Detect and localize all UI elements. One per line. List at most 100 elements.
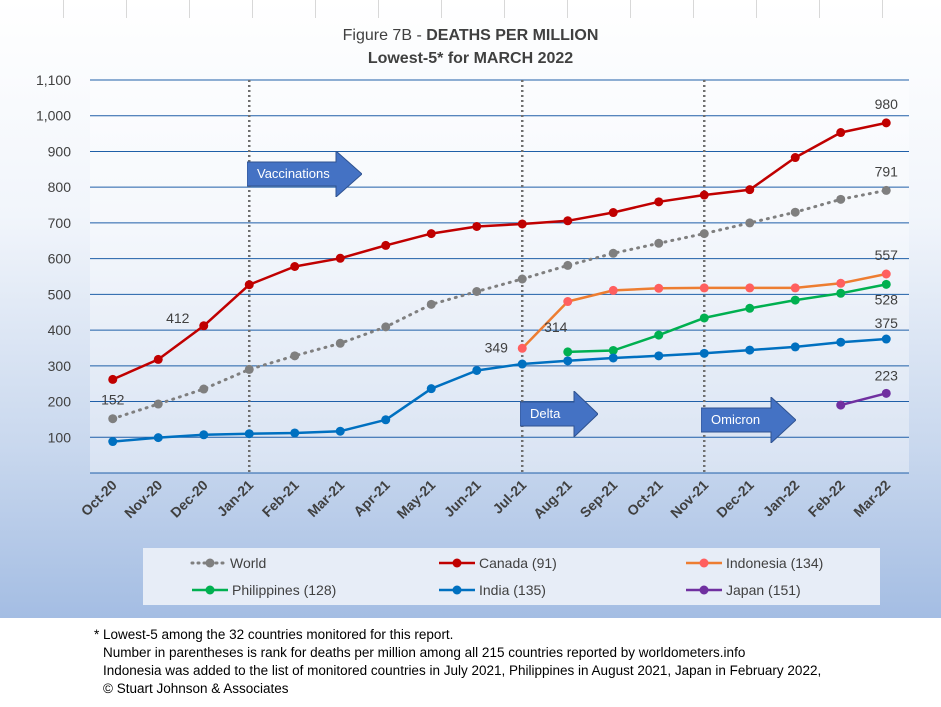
data-point (608, 248, 618, 258)
data-label: 314 (544, 319, 568, 335)
data-point (290, 428, 300, 438)
y-tick-label: 200 (48, 394, 72, 410)
y-tick-label: 100 (48, 429, 72, 445)
y-tick-label: 1,000 (36, 108, 71, 124)
data-label: 557 (875, 247, 899, 263)
y-tick-label: 800 (48, 179, 72, 195)
data-point (699, 313, 709, 323)
data-point (790, 295, 800, 305)
data-point (699, 229, 709, 239)
top-gridlines (0, 0, 941, 18)
data-point (244, 429, 254, 439)
x-tick-label: Mar-22 (850, 477, 893, 520)
data-point (745, 303, 755, 313)
y-tick-label: 600 (48, 251, 72, 267)
data-point (244, 364, 254, 374)
x-tick-label: Jan-22 (760, 477, 803, 520)
data-label: 528 (875, 291, 899, 307)
data-point (881, 269, 891, 279)
x-tick-label: Feb-22 (805, 477, 848, 520)
chart-subtitle: Lowest-5* for MARCH 2022 (367, 50, 574, 67)
data-point (563, 347, 573, 357)
chart-title: Figure 7B - DEATHS PER MILLION (0, 27, 941, 45)
arrow-vaccinations-label: Vaccinations (257, 166, 330, 181)
y-tick-label: 1,100 (36, 72, 71, 88)
data-point (108, 414, 118, 424)
x-tick-label: Dec-21 (713, 477, 757, 521)
data-point (517, 343, 527, 353)
data-point (745, 185, 755, 195)
legend-swatch-world (190, 558, 230, 568)
data-point (472, 221, 482, 231)
data-point (381, 322, 391, 332)
data-point (199, 430, 209, 440)
data-point (836, 278, 846, 288)
x-tick-label: Oct-21 (624, 477, 666, 519)
x-tick-label: Nov-21 (667, 477, 711, 521)
data-point (608, 285, 618, 295)
x-tick-label: Sep-21 (577, 477, 621, 521)
data-point (608, 208, 618, 218)
data-point (699, 190, 709, 200)
chart-legend: World Canada (91) Indonesia (134) Philip… (143, 548, 880, 605)
data-point (153, 354, 163, 364)
data-point (153, 399, 163, 409)
data-point (563, 297, 573, 307)
series-line (112, 121, 887, 381)
arrow-omicron: Omicron (701, 397, 796, 443)
footnote-line-2: Number in parentheses is rank for deaths… (103, 645, 746, 660)
series-line (112, 337, 887, 443)
arrow-vaccinations: Vaccinations (247, 151, 362, 197)
data-point (881, 388, 891, 398)
data-point (108, 437, 118, 447)
data-point (153, 433, 163, 443)
data-point (836, 194, 846, 204)
data-point (517, 274, 527, 284)
x-tick-label: Dec-20 (167, 477, 211, 521)
data-point (608, 353, 618, 363)
data-point (790, 207, 800, 217)
legend-label-indonesia: Indonesia (134) (726, 555, 824, 571)
x-tick-label: Mar-21 (304, 477, 347, 520)
data-point (290, 261, 300, 271)
data-point (381, 415, 391, 425)
data-point (654, 330, 664, 340)
data-point (881, 185, 891, 195)
x-tick-label: Oct-20 (78, 477, 120, 519)
data-point (199, 321, 209, 331)
data-point (335, 426, 345, 436)
series-line (567, 283, 887, 354)
chart-plot: 100 200 300 400 500 600 700 800 900 1,000 1,100 Oct… (36, 72, 909, 522)
data-point (699, 348, 709, 358)
arrow-delta: Delta (520, 391, 598, 437)
legend-label-japan: Japan (151) (726, 582, 801, 598)
legend-label-world: World (230, 555, 267, 571)
data-point (426, 384, 436, 394)
y-tick-label: 500 (48, 286, 72, 302)
data-point (108, 374, 118, 384)
data-point (563, 356, 573, 366)
x-tick-label: Jul-21 (489, 477, 529, 517)
data-label: 152 (101, 392, 125, 408)
data-point (381, 240, 391, 250)
legend-swatch-japan (686, 585, 722, 595)
data-point (790, 153, 800, 163)
x-tick-label: Aug-21 (530, 477, 575, 522)
data-point (472, 287, 482, 297)
chart-title-bold: DEATHS PER MILLION (426, 27, 599, 44)
legend-swatch-india (439, 585, 475, 595)
footnote-line-3: Indonesia was added to the list of monit… (103, 663, 822, 678)
data-point (472, 365, 482, 375)
data-point (517, 359, 527, 369)
data-point (199, 384, 209, 394)
legend-label-canada: Canada (91) (479, 555, 557, 571)
data-point (335, 338, 345, 348)
data-point (563, 260, 573, 270)
data-point (745, 218, 755, 228)
data-point (699, 283, 709, 293)
legend-swatch-philippines (192, 585, 228, 595)
legend-label-philippines: Philippines (128) (232, 582, 337, 598)
data-point (836, 128, 846, 138)
footnotes: * Lowest-5 among the 32 countries monito… (94, 626, 821, 698)
arrow-delta-label: Delta (530, 406, 561, 421)
